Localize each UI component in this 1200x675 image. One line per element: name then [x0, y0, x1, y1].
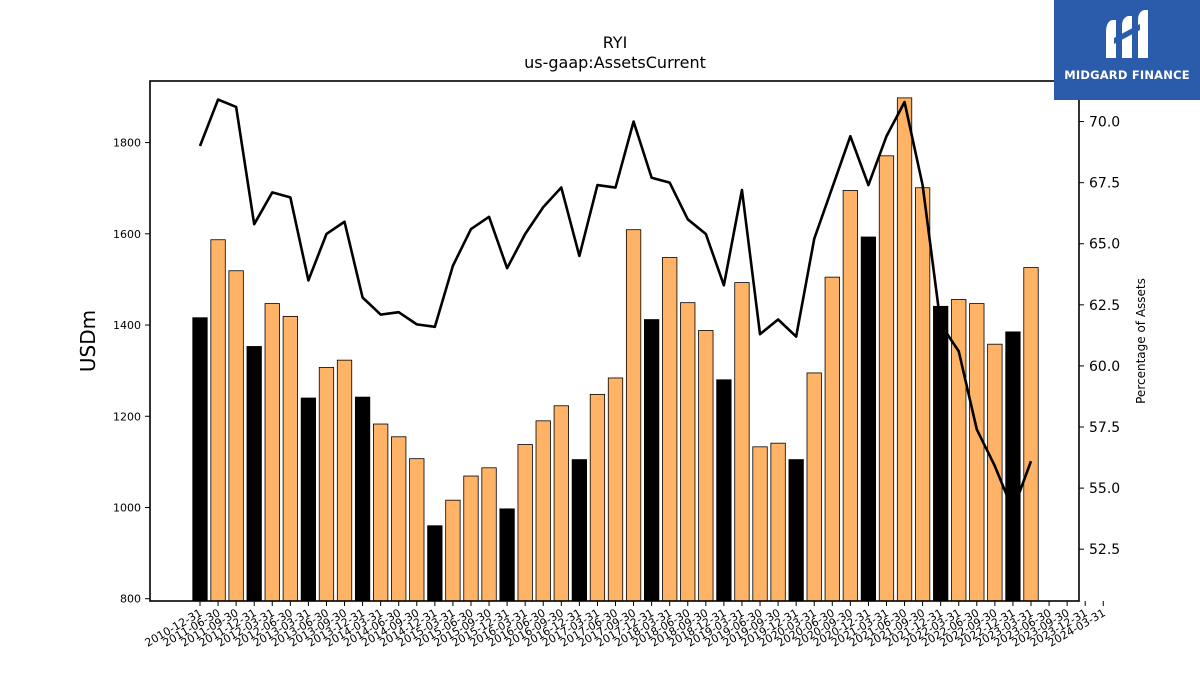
- bar: [282, 315, 298, 602]
- bar: [427, 525, 443, 602]
- bar: [535, 420, 551, 602]
- y2-tick-label: 67.5: [1089, 176, 1120, 192]
- bar: [210, 239, 226, 602]
- bar: [463, 475, 479, 602]
- bar: [589, 393, 606, 602]
- bar: [734, 282, 750, 602]
- bar: [806, 372, 822, 602]
- y2-tick-label: 70.0: [1089, 115, 1120, 131]
- y2-tick-label: 57.5: [1089, 420, 1120, 436]
- percentage-line: [198, 98, 1033, 512]
- bar: [517, 444, 533, 602]
- bar: [752, 446, 768, 602]
- bar: [607, 377, 624, 602]
- y2-axis-label: Percentage of Assets: [1134, 278, 1148, 404]
- y2-tick-label: 62.5: [1089, 298, 1120, 314]
- bar: [336, 359, 353, 602]
- bar: [878, 155, 895, 602]
- midgard-m-logo-icon: [1106, 10, 1148, 58]
- bar: [788, 459, 804, 602]
- bar: [914, 187, 931, 602]
- chart-subtitle: us-gaap:AssetsCurrent: [524, 53, 706, 72]
- y-axis-label: USDm: [76, 310, 100, 372]
- bar: [246, 346, 262, 602]
- bar: [933, 305, 949, 602]
- bar: [192, 317, 208, 602]
- y2-tick-label: 52.5: [1089, 542, 1120, 558]
- y-tick-label: 1800: [113, 137, 141, 150]
- y2-tick-label: 65.0: [1089, 237, 1120, 253]
- bar: [300, 397, 317, 602]
- axes: 800 1000 1200 1400 1600 1800 52.5 55.0 57.5 60.0 6…: [113, 80, 1120, 650]
- y-tick-label: 1000: [113, 501, 141, 514]
- bar: [625, 229, 642, 602]
- bar: [1005, 331, 1021, 602]
- bar: [354, 396, 371, 602]
- bar: [228, 270, 244, 602]
- brand-logo: MIDGARD FINANCE: [1054, 0, 1200, 100]
- bar: [1023, 267, 1039, 602]
- y2-tick-label: 60.0: [1089, 359, 1120, 375]
- bar: [770, 442, 786, 602]
- bar: [987, 343, 1003, 602]
- plot-frame: [149, 80, 1080, 602]
- bar: [842, 190, 858, 602]
- line-series: [198, 98, 1033, 512]
- bar: [445, 499, 461, 602]
- bar: [391, 436, 407, 602]
- bar: [499, 508, 515, 602]
- y-tick-label: 1400: [113, 319, 141, 332]
- bar: [318, 367, 335, 602]
- bar: [860, 236, 877, 602]
- bar: [644, 319, 660, 602]
- bar: [373, 423, 389, 602]
- chart-title: RYI: [603, 33, 628, 52]
- bar: [553, 405, 569, 602]
- y-tick-label: 800: [120, 593, 141, 606]
- y-tick-label: 1200: [113, 410, 141, 423]
- bar: [481, 467, 497, 602]
- bar: [896, 97, 913, 602]
- bar: [409, 458, 425, 602]
- logo-text: MIDGARD FINANCE: [1064, 68, 1190, 82]
- bar: [680, 302, 696, 602]
- y2-tick-label: 55.0: [1089, 481, 1120, 497]
- y-tick-label: 1600: [113, 228, 141, 241]
- bar: [264, 303, 280, 602]
- bar: [969, 303, 985, 602]
- bar: [716, 379, 732, 602]
- bar: [824, 276, 840, 602]
- bar: [698, 330, 714, 602]
- bar: [662, 257, 678, 602]
- bar: [571, 459, 587, 602]
- bar-series: [192, 97, 1039, 602]
